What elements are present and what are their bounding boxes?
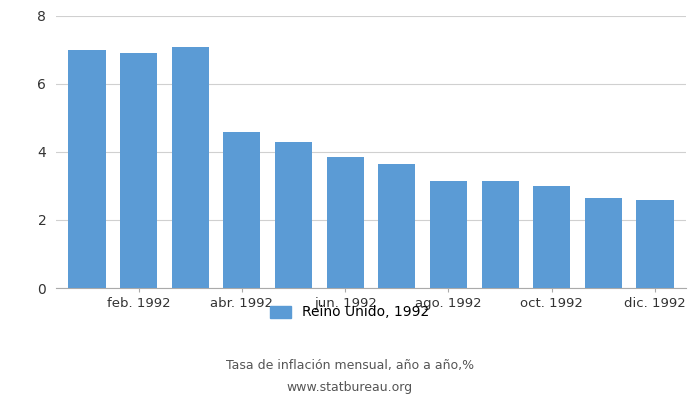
Bar <box>636 200 673 288</box>
Bar <box>584 198 622 288</box>
Bar <box>533 186 570 288</box>
Text: www.statbureau.org: www.statbureau.org <box>287 382 413 394</box>
Bar <box>482 181 519 288</box>
Bar <box>275 142 312 288</box>
Bar <box>172 46 209 288</box>
Bar <box>223 132 260 288</box>
Text: Tasa de inflación mensual, año a año,%: Tasa de inflación mensual, año a año,% <box>226 360 474 372</box>
Legend: Reino Unido, 1992: Reino Unido, 1992 <box>265 300 435 325</box>
Bar <box>430 181 467 288</box>
Bar <box>327 157 364 288</box>
Bar <box>120 53 158 288</box>
Bar <box>378 164 415 288</box>
Bar <box>69 50 106 288</box>
